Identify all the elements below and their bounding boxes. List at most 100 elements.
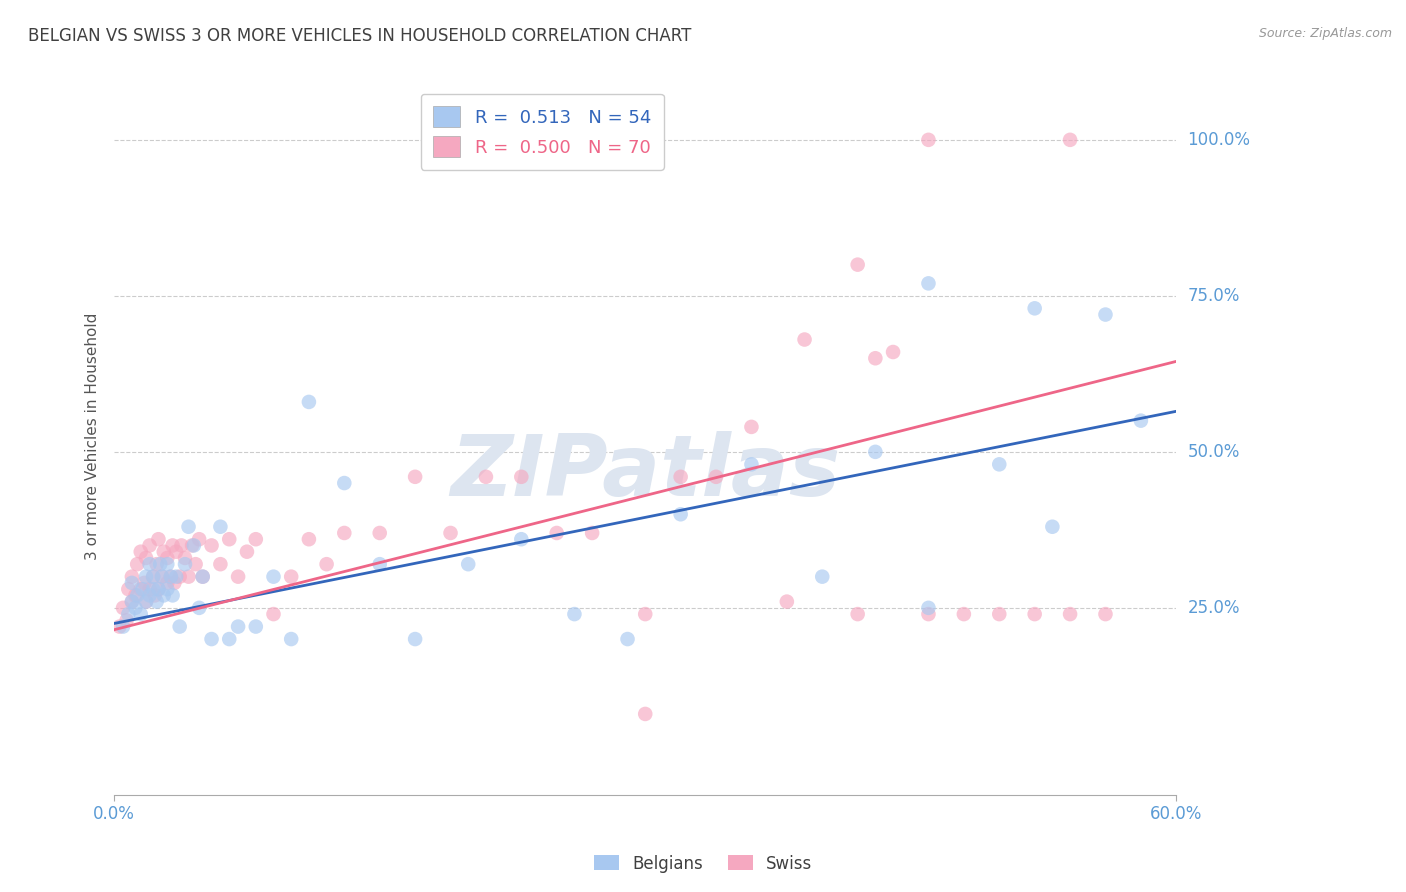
Point — [634, 607, 657, 621]
Text: 75.0%: 75.0% — [1188, 287, 1240, 305]
Point — [564, 607, 586, 621]
Text: 100.0%: 100.0% — [1188, 131, 1250, 149]
Point — [882, 345, 904, 359]
Point — [263, 569, 285, 583]
Y-axis label: 3 or more Vehicles in Household: 3 or more Vehicles in Household — [86, 312, 100, 560]
Point — [135, 594, 157, 608]
Point — [127, 588, 149, 602]
Point — [124, 588, 146, 602]
Point — [280, 632, 302, 646]
Point — [169, 569, 191, 583]
Point — [200, 538, 222, 552]
Point — [1059, 133, 1081, 147]
Point — [218, 533, 240, 547]
Point — [1024, 301, 1046, 316]
Point — [793, 333, 815, 347]
Point — [191, 569, 214, 583]
Point — [129, 582, 152, 596]
Point — [150, 569, 173, 583]
Point — [315, 557, 337, 571]
Point — [138, 588, 160, 602]
Point — [160, 569, 183, 583]
Point — [135, 594, 157, 608]
Point — [162, 538, 184, 552]
Point — [177, 569, 200, 583]
Point — [165, 544, 187, 558]
Point — [135, 569, 157, 583]
Point — [245, 533, 267, 547]
Point — [581, 526, 603, 541]
Point — [184, 557, 207, 571]
Point — [121, 594, 143, 608]
Point — [280, 569, 302, 583]
Point — [148, 582, 170, 596]
Point — [117, 607, 139, 621]
Point — [226, 569, 249, 583]
Point — [156, 582, 179, 596]
Point — [333, 526, 356, 541]
Point — [226, 619, 249, 633]
Point — [209, 557, 232, 571]
Point — [616, 632, 638, 646]
Point — [121, 569, 143, 583]
Point — [404, 632, 426, 646]
Point — [191, 569, 214, 583]
Point — [988, 607, 1011, 621]
Point — [117, 582, 139, 596]
Point — [704, 470, 727, 484]
Point — [188, 600, 211, 615]
Point — [121, 575, 143, 590]
Point — [953, 607, 976, 621]
Point — [160, 569, 183, 583]
Point — [142, 569, 165, 583]
Point — [1094, 607, 1116, 621]
Point — [209, 520, 232, 534]
Point — [917, 277, 939, 291]
Point — [740, 458, 762, 472]
Point — [135, 550, 157, 565]
Point — [546, 526, 568, 541]
Point — [457, 557, 479, 571]
Point — [183, 538, 205, 552]
Point — [138, 538, 160, 552]
Point — [669, 508, 692, 522]
Point — [156, 557, 179, 571]
Point — [112, 619, 135, 633]
Point — [1040, 520, 1063, 534]
Point — [188, 533, 211, 547]
Point — [156, 550, 179, 565]
Point — [1094, 308, 1116, 322]
Point — [148, 533, 170, 547]
Point — [149, 557, 172, 571]
Point — [236, 544, 259, 558]
Point — [108, 619, 131, 633]
Point — [846, 607, 869, 621]
Point — [1024, 607, 1046, 621]
Point — [115, 613, 138, 627]
Point — [138, 557, 160, 571]
Point — [218, 632, 240, 646]
Point — [156, 575, 179, 590]
Point — [127, 557, 149, 571]
Point — [143, 588, 166, 602]
Point — [169, 619, 191, 633]
Point — [121, 594, 143, 608]
Point — [1059, 607, 1081, 621]
Point — [245, 619, 267, 633]
Point — [298, 395, 321, 409]
Point — [740, 420, 762, 434]
Point — [142, 582, 165, 596]
Point — [131, 582, 153, 596]
Point — [162, 588, 184, 602]
Point — [368, 526, 391, 541]
Point — [846, 258, 869, 272]
Point — [865, 445, 887, 459]
Point — [145, 594, 167, 608]
Point — [145, 557, 167, 571]
Point — [134, 575, 156, 590]
Point — [129, 607, 152, 621]
Legend: Belgians, Swiss: Belgians, Swiss — [586, 848, 820, 880]
Point — [165, 569, 187, 583]
Text: ZIPatlas: ZIPatlas — [450, 431, 841, 514]
Point — [634, 706, 657, 721]
